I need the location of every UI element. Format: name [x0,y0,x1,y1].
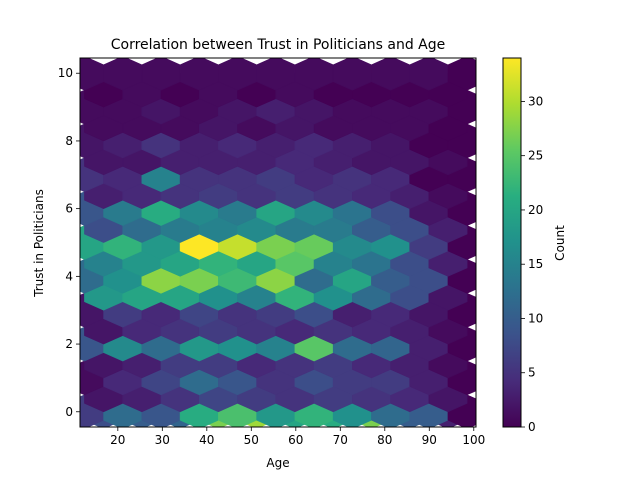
x-tick-label: 90 [422,433,437,447]
colorbar-label: Count [553,225,567,261]
x-tick-label: 20 [110,433,125,447]
y-tick-label: 0 [65,405,73,419]
y-tick-label: 2 [65,337,73,351]
colorbar-tick-label: 10 [528,311,543,325]
x-tick-label: 60 [288,433,303,447]
plot-frame [79,57,477,428]
hexbin-cells [80,58,476,427]
y-axis-label: Trust in Politicians [32,189,46,298]
colorbar-ticks: 0 5 10 15 20 25 30 [521,94,543,434]
colorbar-tick-label: 25 [528,149,543,163]
colorbar-tick-label: 15 [528,257,543,271]
colorbar-tick-label: 30 [528,94,543,108]
y-axis-ticks: 0 2 4 6 8 10 [58,66,80,419]
x-tick-label: 50 [244,433,259,447]
x-tick-label: 80 [377,433,392,447]
y-tick-label: 6 [65,202,73,216]
y-tick-label: 8 [65,134,73,148]
colorbar-tick-label: 5 [528,366,536,380]
colorbar-tick-label: 20 [528,203,543,217]
x-tick-label: 30 [155,433,170,447]
x-tick-label: 40 [199,433,214,447]
y-tick-label: 10 [58,66,73,80]
colorbar [502,57,522,428]
x-axis-ticks: 20 30 40 50 60 70 80 90 100 [110,427,485,447]
x-tick-label: 70 [333,433,348,447]
hex-cell [447,58,476,91]
x-axis-label: Age [266,456,289,470]
colorbar-tick-label: 0 [528,420,536,434]
x-tick-label: 100 [462,433,485,447]
chart-title: Correlation between Trust in Politicians… [111,37,446,53]
y-tick-label: 4 [65,269,73,283]
